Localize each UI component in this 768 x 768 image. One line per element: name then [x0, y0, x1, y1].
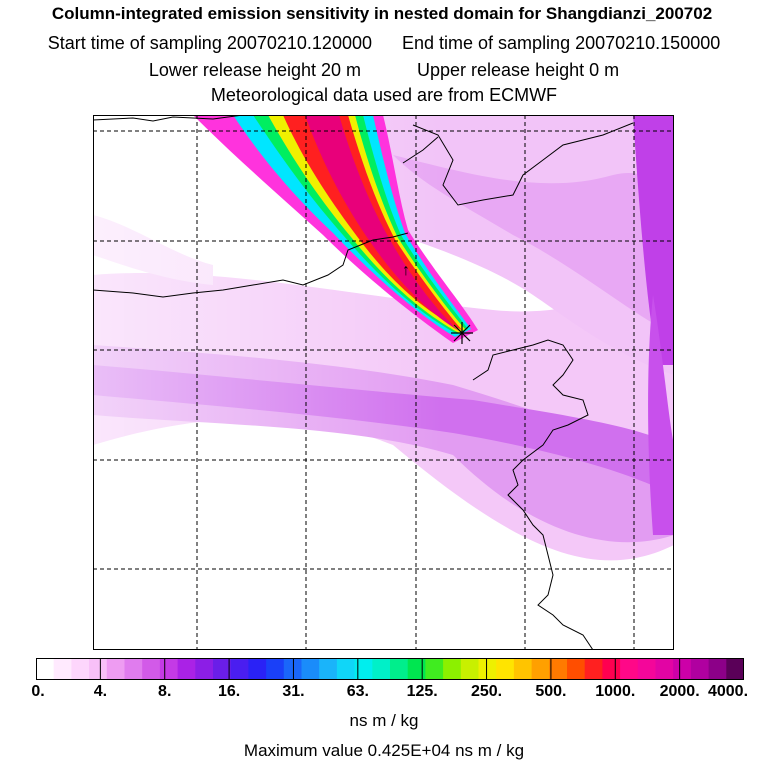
colorbar-cell	[567, 658, 586, 680]
colorbar-cell	[549, 658, 568, 680]
colorbar-unit: ns m / kg	[349, 711, 419, 730]
colorbar-cell	[425, 658, 444, 680]
colorbar-cell	[124, 658, 143, 680]
colorbar-tick-label: 31.	[282, 683, 305, 700]
colorbar-cell	[354, 658, 373, 680]
colorbar-cell	[390, 658, 409, 680]
colorbar-tick-label: 2000.	[659, 683, 700, 700]
lower-release-label: Lower release height 20 m	[148, 60, 361, 80]
colorbar-cell	[496, 658, 515, 680]
colorbar-cell	[177, 658, 196, 680]
colorbar-cell	[283, 658, 303, 680]
emission-plume	[193, 115, 478, 343]
colorbar	[36, 658, 744, 680]
colorbar-cell	[336, 658, 356, 680]
colorbar-tick-label: 125.	[406, 683, 438, 700]
map-frame	[93, 115, 674, 650]
colorbar-cell	[602, 658, 621, 680]
coastlines	[93, 115, 634, 650]
colorbar-cell	[443, 658, 462, 680]
colorbar-cell	[584, 658, 603, 680]
colorbar-cell	[89, 658, 108, 680]
colorbar-cell	[673, 658, 692, 680]
colorbar-cell	[36, 658, 55, 680]
met-data-label: Meteorological data used are from ECMWF	[210, 85, 558, 105]
colorbar-tick-label: 4000.	[707, 683, 749, 700]
colorbar-tick-label: 0.	[31, 683, 45, 700]
colorbar-cell	[531, 658, 550, 680]
colorbar-cell	[230, 658, 249, 680]
colorbar-tick-label: 16.	[217, 683, 241, 700]
colorbar-cell	[266, 658, 285, 680]
colorbar-cell	[248, 658, 267, 680]
plot-title: Column-integrated emission sensitivity i…	[51, 4, 713, 23]
colorbar-cell	[708, 658, 727, 680]
end-time-label: End time of sampling 20070210.150000	[402, 33, 721, 53]
colorbar-cell	[53, 658, 72, 680]
receptor-marker	[451, 322, 473, 344]
sampling-times: Start time of sampling 20070210.120000 En…	[0, 33, 768, 54]
colorbar-tick-label: 4.	[93, 683, 108, 700]
colorbar-cell	[655, 658, 674, 680]
release-arrow-icon: ↑	[402, 262, 410, 279]
colorbar-tick-label: 63.	[346, 683, 369, 700]
colorbar-tick-label: 250.	[470, 683, 503, 700]
lat-lon-grid	[93, 115, 674, 650]
colorbar-cell	[690, 658, 710, 680]
max-value-label: Maximum value 0.425E+04 ns m / kg	[243, 741, 525, 760]
colorbar-cell	[478, 658, 497, 680]
colorbar-cell	[620, 658, 639, 680]
colorbar-cell	[106, 658, 126, 680]
release-heights: Lower release height 20 m Upper release h…	[0, 60, 768, 81]
colorbar-cell	[301, 658, 320, 680]
colorbar-cell	[726, 658, 744, 680]
colorbar-cell	[407, 658, 426, 680]
colorbar-tick-label: 500.	[535, 683, 567, 700]
colorbar-tick-label: 8.	[158, 683, 172, 700]
sensitivity-map: ↑	[93, 115, 674, 650]
colorbar-cell	[513, 658, 533, 680]
colorbar-cell	[195, 658, 214, 680]
colorbar-cell	[372, 658, 391, 680]
colorbar-cell	[213, 658, 232, 680]
upper-release-label: Upper release height 0 m	[417, 60, 620, 80]
colorbar-cell	[71, 658, 90, 680]
start-time-label: Start time of sampling 20070210.120000	[47, 33, 372, 53]
colorbar-cell	[142, 658, 161, 680]
colorbar-tick-label: 1000.	[595, 683, 636, 700]
colorbar-cell	[159, 658, 179, 680]
colorbar-cell	[460, 658, 480, 680]
colorbar-cell	[319, 658, 338, 680]
colorbar-cell	[637, 658, 657, 680]
